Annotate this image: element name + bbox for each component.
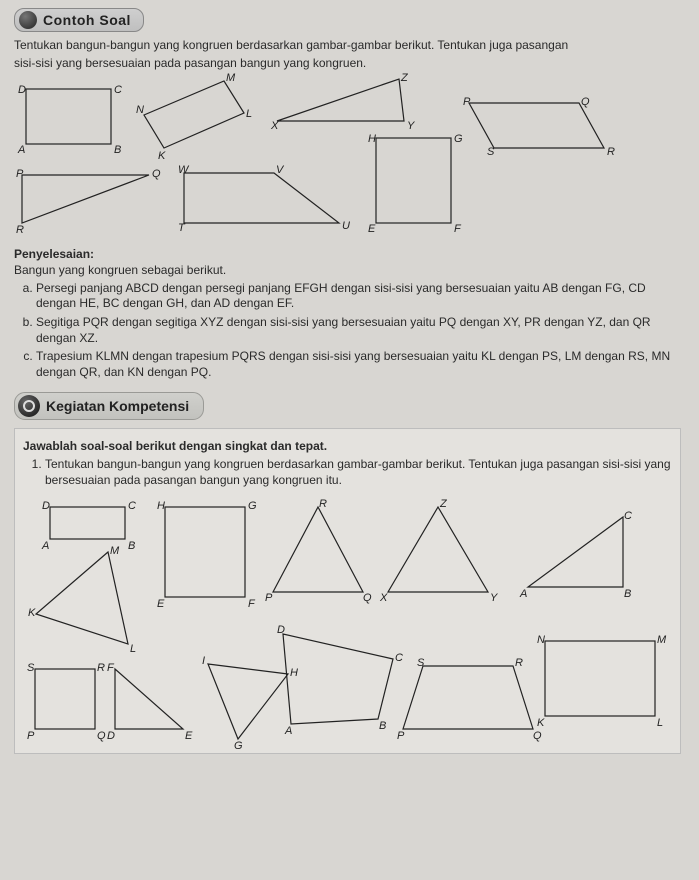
lbl-v: V <box>276 164 285 176</box>
fig-trap-wvut: W V U T <box>174 163 354 233</box>
lbl-m: M <box>226 73 236 84</box>
kk-question-list: Tentukan bangun-bangun yang kongruen ber… <box>45 457 672 488</box>
lbl-h: H <box>368 133 376 145</box>
kk-box: Jawablah soal-soal berikut dengan singka… <box>14 428 681 753</box>
kl-e2: E <box>157 598 165 607</box>
kk-instruction: Jawablah soal-soal berikut dengan singka… <box>23 439 672 453</box>
kl-d10: D <box>277 624 285 636</box>
lbl-r3: R <box>16 224 24 235</box>
kl-m12: M <box>657 634 667 646</box>
kl-q11: Q <box>533 730 542 742</box>
kk-rect-efgh: H G E F <box>153 497 258 607</box>
lbl-k: K <box>158 150 166 162</box>
solution-item-b: Segitiga PQR dengan segitiga XYZ dengan … <box>36 315 681 346</box>
solution-lead: Bangun yang kongruen sebagai berikut. <box>14 263 681 279</box>
kk-ring-icon <box>18 395 40 417</box>
kl-n12: N <box>537 634 545 646</box>
intro-line-2: sisi-sisi yang bersesuaian pada pasangan… <box>14 56 681 72</box>
example-figures: D C A B K L M N X Y Z P Q R S <box>14 73 681 243</box>
kl-l6: L <box>130 643 136 654</box>
kl-q4: Q <box>363 592 372 604</box>
kl-y4: Y <box>490 592 498 604</box>
lbl-z: Z <box>400 73 409 84</box>
lbl-a: A <box>17 144 25 156</box>
solution-list: Persegi panjang ABCD dengan persegi panj… <box>36 281 681 381</box>
kk-question-1: Tentukan bangun-bangun yang kongruen ber… <box>45 457 672 488</box>
fig-par-klmn: K L M N <box>134 73 264 163</box>
kl-p11: P <box>397 730 405 742</box>
kk-title: Kegiatan Kompetensi <box>46 398 189 414</box>
kl-s11: S <box>417 657 425 669</box>
kl-k12: K <box>537 717 545 729</box>
kl-c5: C <box>624 510 632 522</box>
kk-tri-def: F D E <box>103 659 198 744</box>
fig-par-pqrs: P Q R S <box>459 93 619 163</box>
kl-d: D <box>42 500 50 512</box>
lbl-l: L <box>246 108 252 120</box>
intro-line-1: Tentukan bangun-bangun yang kongruen ber… <box>14 38 681 54</box>
lbl-p3: P <box>16 168 24 180</box>
kl-h2: H <box>157 500 165 512</box>
kl-r4: R <box>319 498 327 510</box>
lbl-x: X <box>270 120 279 132</box>
lbl-t: T <box>178 222 186 233</box>
contoh-soal-title: Contoh Soal <box>43 12 131 28</box>
lbl-q2: Q <box>581 96 590 108</box>
kl-b5: B <box>624 588 631 600</box>
kk-tri-abc: C A B <box>518 507 638 602</box>
lbl-n: N <box>136 104 144 116</box>
fig-rect-abcd: D C A B <box>14 79 124 159</box>
kk-tri-pqr: R P Q <box>263 497 373 607</box>
kl-p7: P <box>27 730 35 742</box>
lbl-c: C <box>114 84 122 96</box>
fig-rect-efgh: H G E F <box>364 128 464 238</box>
kk-tri-klm: M K L <box>28 544 158 654</box>
kl-a10: A <box>284 725 292 737</box>
lbl-s2: S <box>487 146 495 158</box>
lbl-g: G <box>454 133 463 145</box>
kl-r11: R <box>515 657 523 669</box>
lbl-w: W <box>178 164 190 176</box>
kl-f8: F <box>107 662 115 674</box>
fig-tri-xyz: X Y Z <box>269 73 419 133</box>
kk-rect-pqrs: S R P Q <box>23 659 108 744</box>
header-dot-icon <box>19 11 37 29</box>
solution-item-a: Persegi panjang ABCD dengan persegi panj… <box>36 281 681 312</box>
kl-f2: F <box>248 598 256 607</box>
kl-m6: M <box>110 545 120 557</box>
lbl-r2: R <box>607 146 615 158</box>
kk-trap-pqrs: S R P Q <box>393 654 543 744</box>
kl-g2: G <box>248 500 257 512</box>
kl-b10: B <box>379 720 386 732</box>
kl-c: C <box>128 500 136 512</box>
lbl-u: U <box>342 220 350 232</box>
kk-quad-abcd: D C B A <box>273 619 413 739</box>
lbl-e: E <box>368 223 376 235</box>
lbl-f: F <box>454 223 462 235</box>
kl-g9: G <box>234 740 243 749</box>
kegiatan-kompetensi-header: Kegiatan Kompetensi <box>14 392 204 420</box>
kl-d8: D <box>107 730 115 742</box>
kk-tri-xyz: Z X Y <box>378 497 498 607</box>
kl-x4: X <box>379 592 388 604</box>
kl-l12: L <box>657 717 663 729</box>
kk-rect-klmn: N M K L <box>533 629 668 729</box>
lbl-d: D <box>18 84 26 96</box>
solution-item-c: Trapesium KLMN dengan trapesium PQRS den… <box>36 349 681 380</box>
kl-a5: A <box>519 588 527 600</box>
fig-tri-pqr: P Q R <box>14 165 164 235</box>
kl-i9: I <box>202 655 205 667</box>
contoh-soal-header: Contoh Soal <box>14 8 144 32</box>
kl-k6: K <box>28 607 36 619</box>
lbl-p2: P <box>463 96 471 108</box>
lbl-q3: Q <box>152 168 161 180</box>
kl-s7: S <box>27 662 35 674</box>
kl-z4: Z <box>439 498 448 510</box>
solution-heading: Penyelesaian: <box>14 247 681 261</box>
kl-p4: P <box>265 592 273 604</box>
lbl-b: B <box>114 144 121 156</box>
kk-figures: D C A B H G E F R P Q <box>23 489 672 749</box>
